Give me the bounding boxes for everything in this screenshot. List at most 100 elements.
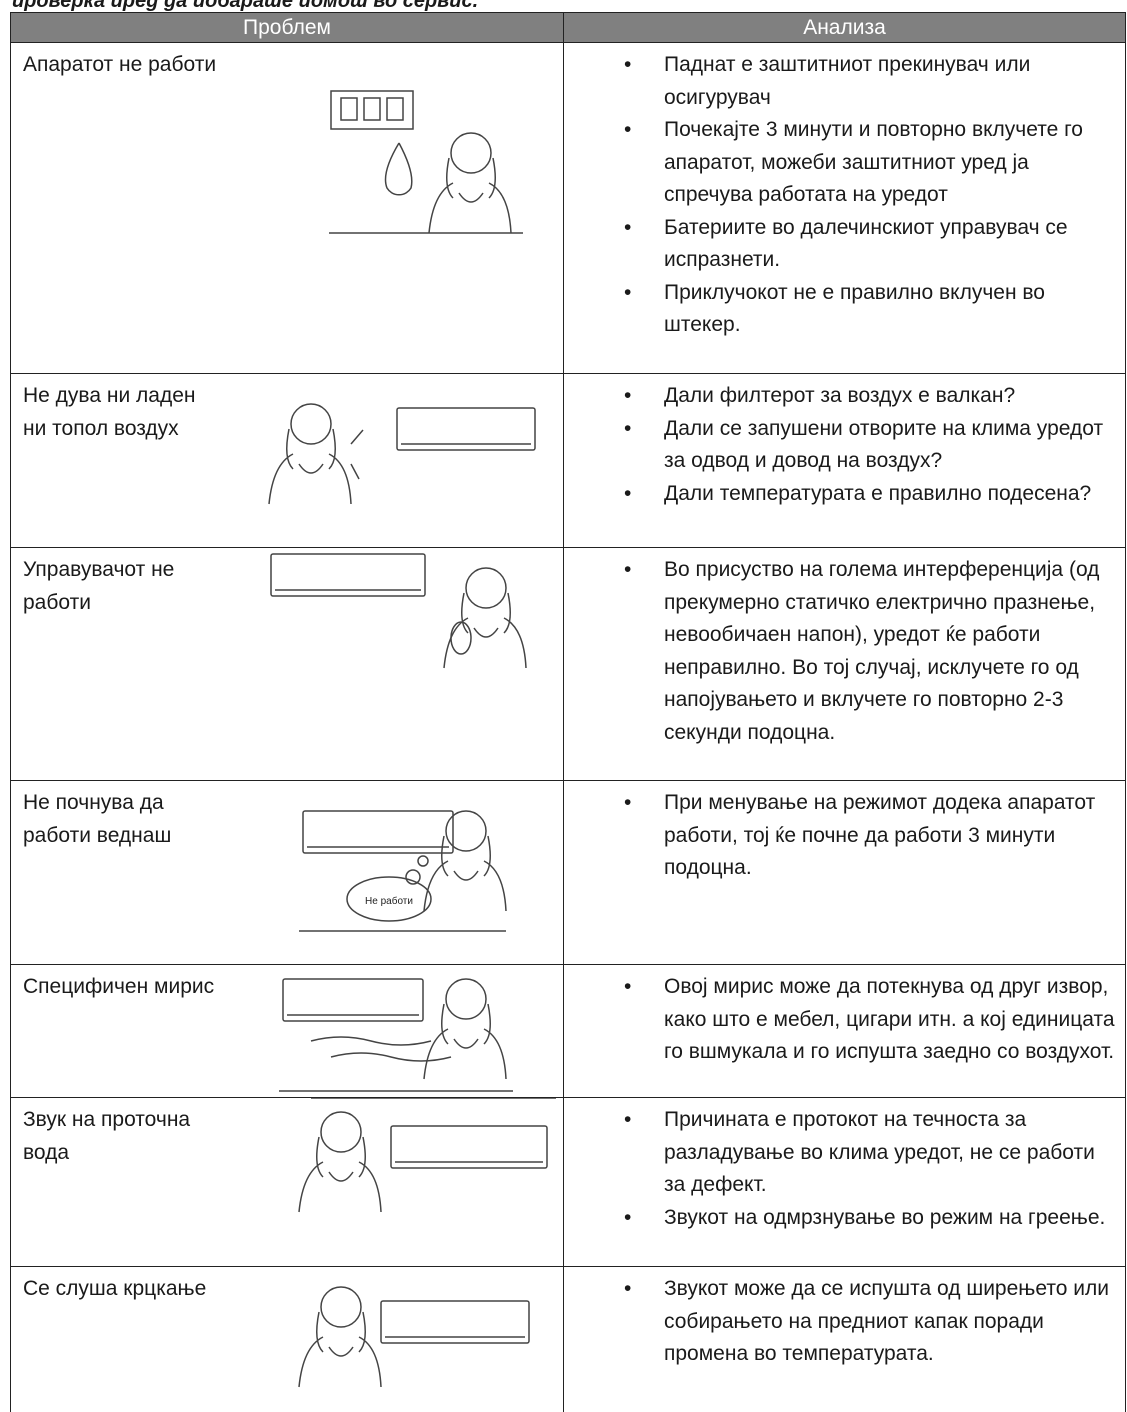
problem-wrap: Апаратот не работи: [11, 43, 563, 373]
header-row: Проблем Анализа: [10, 12, 1126, 43]
problem-text: Не почнува да работи веднаш: [23, 791, 172, 847]
illustration-stroke: [380, 1300, 530, 1344]
problem-wrap: Звук на проточна вода: [11, 1098, 563, 1266]
illustration: [268, 403, 536, 505]
analysis-item: Причината е протокот на течноста за разл…: [624, 1104, 1119, 1202]
illustration-stroke: [346, 876, 432, 922]
problem-wrap: Управувачот не работи: [11, 548, 563, 780]
illustration: [298, 1098, 556, 1213]
illustration-stroke: [445, 978, 487, 1020]
illustration-stroke: [465, 567, 507, 609]
analysis-list: Паднат е заштитниот прекинувач или осигу…: [564, 49, 1125, 342]
analysis-list: Причината е протокот на течноста за разл…: [564, 1104, 1125, 1234]
illustration-stroke: [282, 978, 424, 1022]
illustration-stroke: [386, 97, 404, 121]
analysis-item: Дали температурата е правилно подесена?: [624, 478, 1119, 511]
illustration-stroke: [450, 132, 492, 174]
table-row: Управувачот не работи Во присуство на гол…: [10, 547, 1126, 781]
analysis-item: Во присуство на голема интерференција (о…: [624, 554, 1119, 749]
problem-cell: Не дува ни ладен ни топол воздух: [10, 373, 564, 548]
illustration: Не работи: [299, 810, 507, 932]
analysis-item: При менување на режимот додека апаратот …: [624, 787, 1119, 885]
problem-text: Не дува ни ладен ни топол воздух: [23, 384, 196, 440]
analysis-list: Овој мирис може да потекнува од друг изв…: [564, 971, 1125, 1069]
illustration: [279, 978, 513, 1092]
illustration-stroke: [270, 553, 426, 597]
analysis-list: При менување на режимот додека апаратот …: [564, 787, 1125, 885]
problem-cell: Управувачот не работи: [10, 547, 564, 781]
table-row: Се слуша крцкање Звукот може да се испушт…: [10, 1266, 1126, 1412]
table-row: Не работи Не почнува да работи веднаш При …: [10, 780, 1126, 965]
illustration-stroke: [423, 1003, 507, 1080]
analysis-item: Приклучокот не е правилно вклучен во ште…: [624, 277, 1119, 342]
illustration-stroke: [450, 621, 472, 655]
analysis-cell: Овој мирис може да потекнува од друг изв…: [563, 964, 1126, 1098]
problem-text: Управувачот не работи: [23, 558, 175, 614]
illustration-stroke: [302, 810, 454, 854]
illustration-stroke: [405, 869, 421, 885]
table-row: Не дува ни ладен ни топол воздух Дали фил…: [10, 373, 1126, 548]
analysis-item: Почекајте 3 минути и повторно вклучете г…: [624, 114, 1119, 212]
analysis-list: Звукот може да се испушта од ширењето ил…: [564, 1273, 1125, 1371]
analysis-item: Звукот на одмрзнување во режим на греење…: [624, 1202, 1119, 1235]
analysis-cell: Дали филтерот за воздух е валкан?Дали се…: [563, 373, 1126, 548]
illustration-stroke: [320, 1111, 362, 1153]
analysis-item: Батериите во далечинскиот управувач се и…: [624, 212, 1119, 277]
analysis-item: Овој мирис може да потекнува од друг изв…: [624, 971, 1119, 1069]
analysis-item: Дали филтерот за воздух е валкан?: [624, 380, 1119, 413]
illustration-stroke: [268, 428, 352, 505]
illustration-stroke: [320, 1286, 362, 1328]
analysis-cell: Звукот може да се испушта од ширењето ил…: [563, 1266, 1126, 1412]
table-row: Специфичен мирис Овој мирис може да потек…: [10, 964, 1126, 1098]
problem-text: Звук на проточна вода: [23, 1108, 191, 1164]
title: проверка пред да побарате помош во серви…: [12, 0, 479, 12]
illustration: [270, 553, 527, 669]
illustration-stroke: [445, 810, 487, 852]
problem-cell: Специфичен мирис: [10, 964, 564, 1098]
analysis-cell: При менување на режимот додека апаратот …: [563, 780, 1126, 965]
problem-cell: Не работи Не почнува да работи веднаш: [10, 780, 564, 965]
problem-cell: Звук на проточна вода: [10, 1097, 564, 1267]
illustration-stroke: [310, 1036, 452, 1062]
problem-text: Специфичен мирис: [23, 975, 215, 998]
analysis-cell: Во присуство на голема интерференција (о…: [563, 547, 1126, 781]
analysis-item: Звукот може да се испушта од ширењето ил…: [624, 1273, 1119, 1371]
table-row: Звук на проточна вода Причината е протоко…: [10, 1097, 1126, 1267]
illustration: [329, 90, 523, 234]
problem-cell: Се слуша крцкање: [10, 1266, 564, 1412]
illustration-stroke: [428, 157, 512, 234]
illustration-stroke: [443, 592, 527, 669]
illustration-label: Не работи: [365, 895, 413, 907]
illustration-stroke: [417, 855, 429, 867]
column-header: Проблем: [10, 12, 564, 43]
illustration-stroke: [423, 835, 507, 912]
illustration-stroke: [298, 1311, 382, 1388]
illustration-stroke: [384, 142, 413, 196]
column-header: Анализа: [563, 12, 1126, 43]
problem-text: Апаратот не работи: [23, 53, 217, 76]
illustration-stroke: [396, 407, 536, 451]
illustration-stroke: [340, 97, 358, 121]
illustration-stroke: [290, 403, 332, 445]
analysis-list: Во присуство на голема интерференција (о…: [564, 554, 1125, 749]
illustration-stroke: [330, 90, 414, 130]
troubleshooting-table: Проблем Анализа Апаратот не работи Паднат…: [10, 12, 1126, 1412]
problem-wrap: Не работи Не почнува да работи веднаш: [11, 781, 563, 964]
illustration-stroke: [390, 1125, 548, 1169]
analysis-item: Дали се запушени отворите на клима уредо…: [624, 413, 1119, 478]
analysis-list: Дали филтерот за воздух е валкан?Дали се…: [564, 380, 1125, 510]
illustration-stroke: [350, 429, 364, 480]
illustration-stroke: [363, 97, 381, 121]
analysis-cell: Паднат е заштитниот прекинувач или осигу…: [563, 42, 1126, 374]
problem-wrap: Се слуша крцкање: [11, 1267, 563, 1412]
table-row: Апаратот не работи Паднат е заштитниот пр…: [10, 42, 1126, 374]
table-body: Апаратот не работи Паднат е заштитниот пр…: [10, 42, 1126, 1412]
illustration: [298, 1286, 530, 1388]
analysis-item: Паднат е заштитниот прекинувач или осигу…: [624, 49, 1119, 114]
analysis-cell: Причината е протокот на течноста за разл…: [563, 1097, 1126, 1267]
illustration-stroke: [298, 1136, 382, 1213]
problem-text: Се слуша крцкање: [23, 1277, 207, 1300]
problem-cell: Апаратот не работи: [10, 42, 564, 374]
